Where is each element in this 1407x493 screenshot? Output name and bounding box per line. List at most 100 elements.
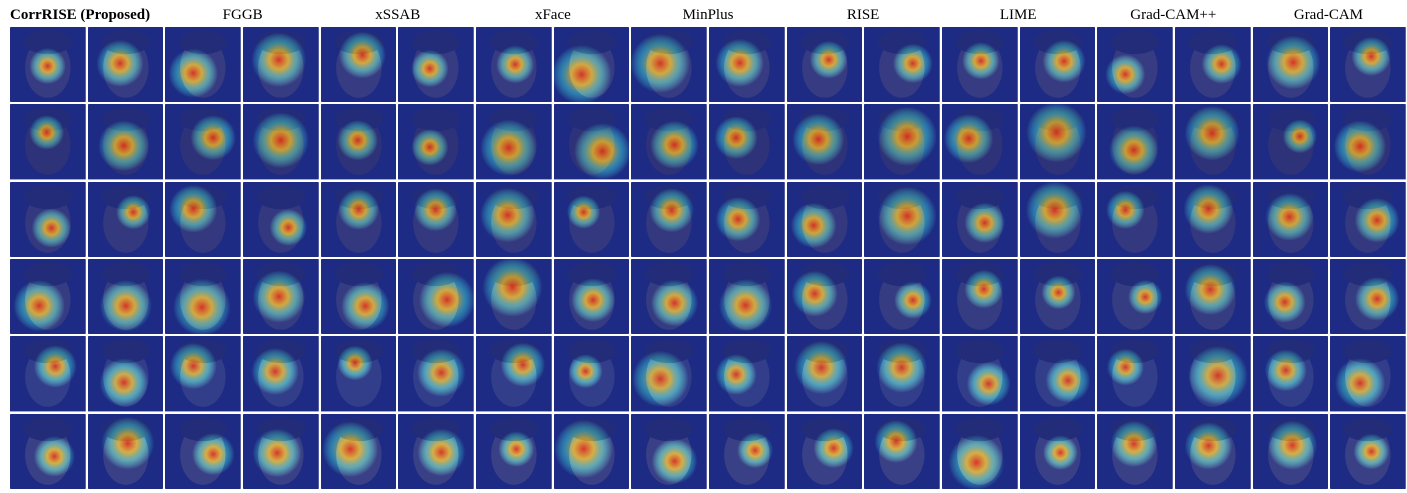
- saliency-map-image: [1097, 181, 1173, 257]
- saliency-map-image: [553, 104, 630, 180]
- saliency-map-image: [1330, 336, 1406, 412]
- saliency-map-image: [1019, 336, 1096, 412]
- saliency-map-image: [1019, 181, 1096, 257]
- saliency-map-image: [1252, 104, 1329, 180]
- saliency-map-image: [1097, 27, 1173, 103]
- saliency-map-image: [1252, 181, 1329, 257]
- saliency-map-image: [864, 104, 940, 180]
- saliency-map-image: [87, 181, 164, 257]
- saliency-map-image: [165, 413, 241, 489]
- saliency-map-image: [708, 336, 785, 412]
- saliency-map-image: [1330, 104, 1406, 180]
- saliency-map-image: [1174, 181, 1251, 257]
- saliency-map-image: [864, 336, 940, 412]
- saliency-map-image: [398, 27, 474, 103]
- saliency-map-image: [398, 259, 474, 335]
- saliency-map-image: [1174, 413, 1251, 489]
- saliency-map-grid: [10, 27, 1406, 489]
- saliency-map-image: [708, 27, 785, 103]
- saliency-map-image: [786, 336, 863, 412]
- saliency-map-image: [1330, 27, 1406, 103]
- saliency-map-image: [475, 181, 552, 257]
- saliency-map-image: [631, 259, 707, 335]
- saliency-map-image: [708, 104, 785, 180]
- saliency-map-image: [631, 413, 707, 489]
- saliency-map-image: [242, 336, 319, 412]
- saliency-map-image: [1174, 336, 1251, 412]
- saliency-map-image: [708, 181, 785, 257]
- saliency-map-image: [1019, 413, 1096, 489]
- method-label-6: LIME: [999, 7, 1037, 23]
- saliency-map-image: [631, 104, 707, 180]
- saliency-map-image: [941, 259, 1018, 335]
- saliency-map-image: [1097, 413, 1173, 489]
- saliency-map-image: [631, 27, 707, 103]
- saliency-map-image: [786, 413, 863, 489]
- saliency-map-image: [1097, 336, 1173, 412]
- saliency-map-image: [475, 27, 552, 103]
- saliency-map-image: [553, 336, 630, 412]
- saliency-map-image: [553, 181, 630, 257]
- saliency-map-image: [864, 27, 940, 103]
- method-label-2: xSSAB: [375, 7, 421, 23]
- saliency-map-image: [1097, 104, 1173, 180]
- saliency-map-image: [398, 413, 474, 489]
- saliency-map-image: [165, 336, 241, 412]
- method-label-1: FGGB: [222, 7, 263, 23]
- saliency-map-image: [631, 336, 707, 412]
- saliency-map-image: [87, 104, 164, 180]
- saliency-map-image: [242, 104, 319, 180]
- saliency-map-image: [320, 181, 397, 257]
- saliency-map-image: [475, 104, 552, 180]
- saliency-map-image: [941, 27, 1018, 103]
- saliency-map-image: [242, 413, 319, 489]
- saliency-map-image: [786, 27, 863, 103]
- saliency-map-image: [87, 259, 164, 335]
- saliency-map-image: [1252, 336, 1329, 412]
- saliency-map-image: [1174, 27, 1251, 103]
- saliency-map-image: [864, 181, 940, 257]
- saliency-map-image: [10, 336, 86, 412]
- saliency-map-image: [242, 27, 319, 103]
- saliency-map-image: [165, 104, 241, 180]
- saliency-map-image: [320, 104, 397, 180]
- saliency-map-image: [165, 27, 241, 103]
- saliency-map-image: [320, 413, 397, 489]
- saliency-map-image: [864, 413, 940, 489]
- saliency-map-image: [165, 259, 241, 335]
- method-header-row: CorrRISE (Proposed) FGGB xSSAB xFace MinPlus…: [10, 4, 1406, 26]
- method-label-3: xFace: [534, 7, 571, 23]
- saliency-map-image: [398, 336, 474, 412]
- saliency-map-image: [320, 259, 397, 335]
- saliency-map-image: [10, 413, 86, 489]
- saliency-map-image: [1019, 259, 1096, 335]
- saliency-map-image: [165, 181, 241, 257]
- saliency-map-image: [475, 259, 552, 335]
- saliency-map-image: [242, 181, 319, 257]
- method-label-4: MinPlus: [682, 7, 734, 23]
- saliency-map-image: [87, 27, 164, 103]
- method-label-5: RISE: [846, 7, 880, 23]
- method-label-0: CorrRISE (Proposed): [10, 7, 151, 23]
- saliency-map-image: [87, 336, 164, 412]
- saliency-map-image: [553, 27, 630, 103]
- saliency-map-image: [1174, 104, 1251, 180]
- method-label-8: Grad-CAM: [1293, 7, 1364, 23]
- saliency-map-image: [87, 413, 164, 489]
- saliency-map-image: [10, 259, 86, 335]
- saliency-map-image: [242, 259, 319, 335]
- saliency-map-image: [864, 259, 940, 335]
- saliency-map-image: [786, 104, 863, 180]
- saliency-map-image: [1097, 259, 1173, 335]
- saliency-map-image: [553, 413, 630, 489]
- saliency-map-image: [708, 413, 785, 489]
- saliency-map-image: [1019, 104, 1096, 180]
- saliency-map-image: [1019, 27, 1096, 103]
- saliency-map-image: [786, 259, 863, 335]
- saliency-map-image: [1330, 259, 1406, 335]
- saliency-map-image: [553, 259, 630, 335]
- saliency-map-image: [941, 336, 1018, 412]
- saliency-map-image: [475, 413, 552, 489]
- saliency-map-image: [10, 27, 86, 103]
